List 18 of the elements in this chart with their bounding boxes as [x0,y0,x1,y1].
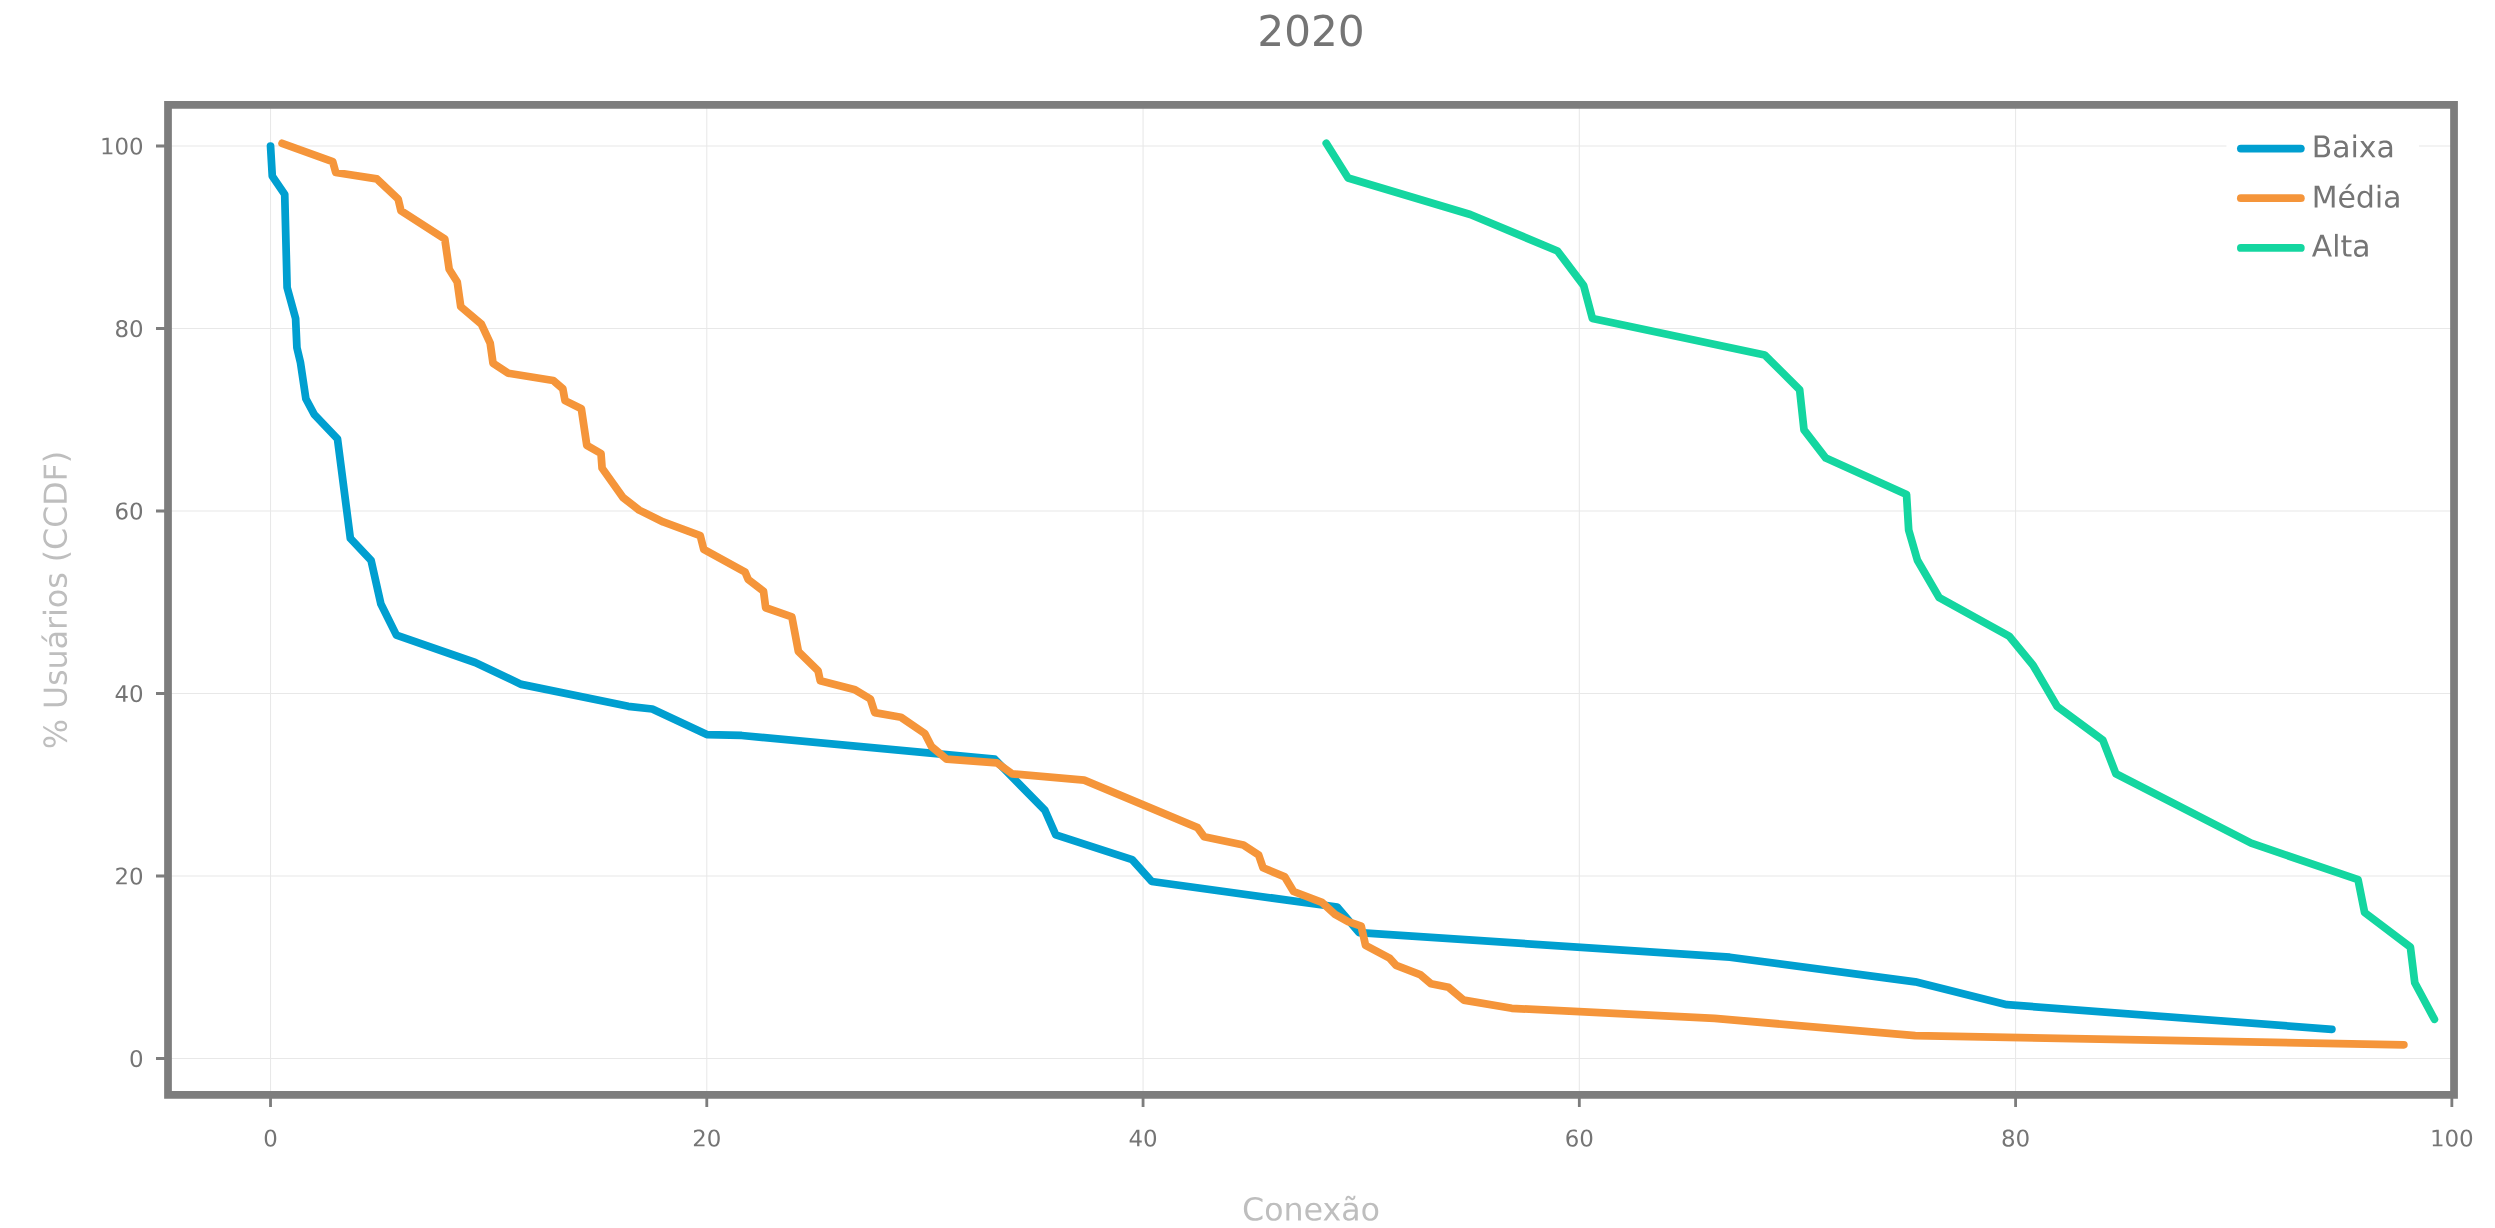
chart-title: 2020 [1260,14,1362,47]
legend-label: Média [2314,183,2399,208]
x-axis-title: Conexão [1243,1195,1379,1221]
x-tick-label: 100 [2432,1129,2473,1147]
y-tick-label: 0 [130,1049,143,1068]
x-tick-label: 40 [1129,1129,1157,1147]
x-tick-label: 80 [2002,1129,2029,1147]
y-tick-label: 20 [116,867,143,885]
x-tick-label: 60 [1566,1129,1593,1147]
y-tick-label: 40 [115,684,143,703]
y-tick-label: 80 [116,319,143,338]
y-tick-label: 100 [102,137,143,155]
y-axis-title: % Usuários (CCDF) [41,453,71,748]
legend-label: Alta [2311,233,2368,258]
legend-label: Baixa [2314,134,2393,158]
x-tick-label: 0 [264,1129,277,1147]
y-tick-label: 60 [116,502,143,520]
x-tick-label: 20 [693,1129,720,1147]
